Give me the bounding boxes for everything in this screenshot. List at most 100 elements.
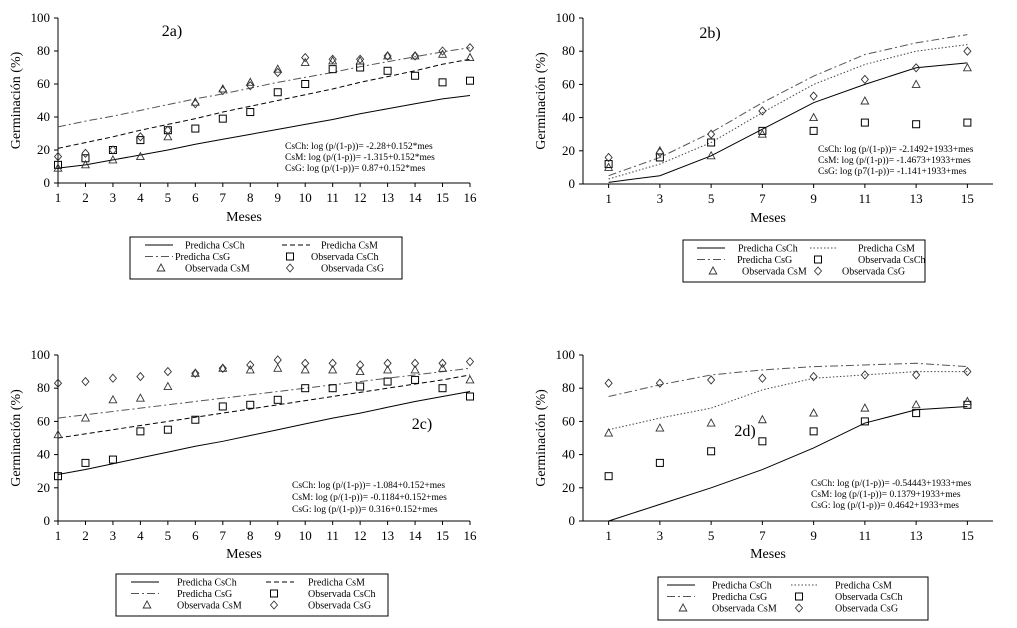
legend-label: Predicha CsM — [835, 581, 892, 592]
legend-label: Observada CsM — [712, 604, 777, 615]
x-tick-label: 1 — [605, 528, 612, 543]
x-tick-label: 2 — [82, 528, 89, 543]
legend-box — [115, 573, 389, 617]
data-point-observada-csg — [163, 125, 172, 135]
data-point-observada-csm — [80, 159, 91, 169]
x-tick-label: 7 — [759, 191, 766, 206]
y-tick-label: 100 — [31, 10, 51, 25]
y-tick-label: 60 — [562, 413, 575, 428]
legend-label: Predicha CsCh — [712, 581, 772, 592]
data-point-observada-csg — [328, 54, 337, 64]
x-tick-label: 15 — [436, 190, 449, 205]
data-point-observada-csm — [218, 363, 228, 372]
x-tick-label: 1 — [55, 528, 62, 543]
data-point-observada-csch — [246, 108, 255, 117]
x-tick-label: 15 — [961, 191, 974, 206]
legend-box — [657, 576, 929, 621]
legend-box — [682, 239, 926, 283]
x-tick-label: 7 — [220, 190, 227, 205]
x-tick-label: 3 — [110, 528, 117, 543]
y-tick-label: 0 — [569, 176, 576, 191]
legend-label: Predicha CsCh — [738, 244, 798, 255]
data-point-observada-csch — [246, 400, 255, 409]
series-line-predicha-csg — [608, 34, 968, 177]
data-point-observada-csch — [707, 138, 716, 147]
data-point-observada-csch — [860, 417, 869, 426]
data-point-observada-csg — [81, 376, 90, 387]
data-point-observada-csg — [809, 91, 818, 101]
y-tick-label: 60 — [37, 413, 50, 428]
data-point-observada-csm — [706, 150, 716, 160]
data-point-observada-csg — [136, 371, 145, 382]
legend-label: Observada CsG — [308, 601, 371, 612]
legend-label: Observada CsCh — [311, 252, 379, 263]
x-tick-label: 5 — [165, 190, 172, 205]
legend-label: Predicha CsCh — [185, 241, 245, 252]
x-axis-label: Meses — [750, 547, 786, 562]
equation-text: CsG: log (p/(1-p))= 0.87+0.152*mes — [285, 163, 426, 174]
series-line-predicha-csm — [608, 44, 968, 180]
y-tick-label: 0 — [44, 175, 51, 190]
data-point-observada-csm — [410, 364, 420, 374]
data-point-observada-csg — [655, 147, 664, 158]
data-point-observada-csch — [912, 120, 921, 129]
y-tick-label: 20 — [37, 480, 50, 495]
data-point-observada-csch — [604, 160, 613, 169]
series-line-predicha-csm — [57, 374, 471, 439]
x-tick-label: 13 — [381, 190, 394, 205]
data-point-observada-csch — [301, 80, 310, 88]
data-point-observada-csg — [963, 46, 972, 56]
data-point-observada-csch — [466, 76, 474, 85]
data-point-observada-csg — [860, 74, 869, 85]
data-point-observada-csm — [962, 62, 972, 72]
data-point-observada-csch — [438, 78, 447, 87]
y-axis-label: Germinación (%) — [9, 389, 24, 487]
data-point-observada-csg — [191, 99, 200, 109]
data-point-observada-csg — [136, 132, 145, 142]
y-tick-label: 80 — [562, 380, 575, 395]
legend-label: Predicha CsM — [858, 244, 915, 255]
data-point-observada-csm — [273, 64, 283, 73]
equation-text: CsG: log (p/(1-p))= 0.4642+1933+mes — [811, 500, 959, 511]
x-tick-label: 5 — [708, 191, 715, 206]
y-tick-label: 20 — [37, 142, 50, 157]
x-tick-label: 11 — [326, 528, 339, 543]
x-tick-label: 5 — [165, 528, 172, 543]
data-point-observada-csch — [411, 375, 420, 384]
series-line-predicha-csg — [57, 367, 471, 419]
data-point-observada-csm — [163, 381, 173, 390]
data-point-observada-csg — [438, 358, 447, 368]
legend-label: Predicha CsG — [712, 592, 767, 603]
data-point-observada-csch — [411, 71, 420, 80]
y-axis-label: Germinación (%) — [534, 389, 549, 487]
x-axis-label: Meses — [226, 547, 262, 562]
data-point-observada-csg — [108, 373, 118, 383]
data-point-observada-csm — [809, 408, 819, 417]
x-tick-label: 7 — [220, 528, 227, 543]
x-tick-label: 4 — [137, 190, 144, 205]
data-point-observada-csch — [218, 114, 227, 123]
data-point-observada-csm — [245, 77, 255, 86]
legend-label: Observada CsG — [835, 604, 898, 615]
x-tick-label: 9 — [810, 528, 817, 543]
data-point-observada-csm — [757, 129, 767, 138]
y-tick-label: 100 — [556, 10, 576, 25]
legend-swatch-marker — [270, 589, 278, 598]
y-tick-label: 80 — [562, 43, 575, 58]
y-tick-label: 40 — [37, 109, 50, 124]
data-point-observada-csg — [963, 366, 972, 377]
data-point-observada-csm — [860, 403, 870, 412]
x-tick-label: 11 — [859, 191, 872, 206]
data-point-observada-csg — [707, 129, 716, 139]
equation-text: CsM: log (p/(1-p))= -1.315+0.152*mes — [285, 152, 435, 163]
data-point-observada-csm — [108, 154, 118, 164]
data-point-observada-csm — [328, 364, 338, 374]
data-point-observada-csm — [300, 57, 310, 67]
data-point-observada-csg — [707, 375, 716, 385]
y-tick-label: 100 — [556, 347, 576, 362]
y-tick-label: 20 — [562, 143, 575, 158]
x-tick-label: 14 — [409, 528, 423, 543]
y-tick-label: 80 — [37, 380, 50, 395]
x-axis-label: Meses — [750, 211, 786, 226]
